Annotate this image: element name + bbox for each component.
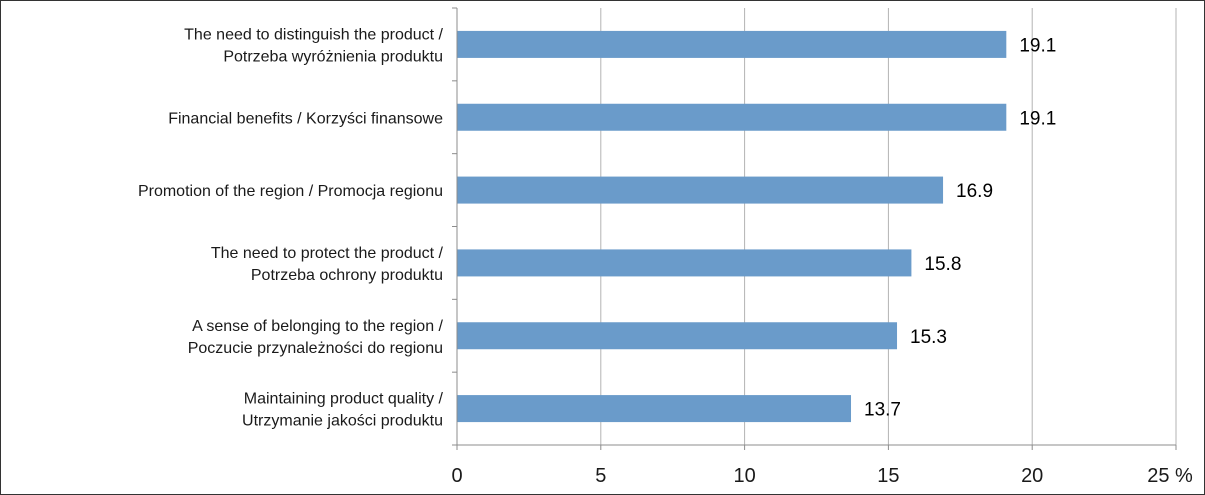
category-label: The need to protect the product / Potrzeb… [211,245,444,284]
category-label-line: Potrzeba wyróżnienia produktu [223,48,443,65]
gridlines [600,8,1177,445]
data-label: 19.1 [1019,108,1056,129]
data-label: 15.8 [924,254,961,275]
data-label: 15.3 [910,327,947,348]
category-label-line: Promotion of the region / Promocja regio… [138,183,443,200]
category-label: The need to distinguish the product / Pot… [184,26,443,65]
bar [457,103,1007,131]
x-tick-label: 10 [733,465,755,487]
category-label: A sense of belonging to the region / Pocz… [188,318,444,357]
axes [452,7,1177,450]
category-label-line: The need to protect the product / [211,245,444,262]
category-label: Maintaining product quality / Utrzymanie … [242,391,444,430]
data-label: 19.1 [1019,35,1056,56]
x-tick-label: 25 % [1147,465,1193,487]
data-label: 16.9 [956,181,993,202]
bar [457,249,912,277]
category-labels: The need to distinguish the product / Pot… [138,26,444,429]
category-label-line: Utrzymanie jakości produktu [242,413,443,430]
x-tick-label: 15 [877,465,899,487]
category-label-line: Maintaining product quality / [244,391,444,408]
bar [457,322,898,350]
category-label-line: Poczucie przynależności do regionu [188,340,443,357]
category-label-line: A sense of belonging to the region / [192,318,443,335]
x-tick-label: 0 [451,465,462,487]
bars [457,30,1007,423]
category-label: Financial benefits / Korzyści finansowe [168,110,443,127]
category-label-line: Potrzeba ochrony produktu [251,267,443,284]
x-tick-label: 5 [595,465,606,487]
category-label-line: Financial benefits / Korzyści finansowe [168,110,443,127]
bar [457,176,944,204]
value-labels: 19.1 19.1 16.9 15.8 15.3 13.7 [864,35,1056,420]
data-label: 13.7 [864,400,901,421]
bar [457,395,852,423]
category-label: Promotion of the region / Promocja regio… [138,183,443,200]
bar [457,30,1007,58]
x-tick-label: 20 [1021,465,1043,487]
category-label-line: The need to distinguish the product / [184,26,443,43]
x-tick-labels: 0 5 10 15 20 25 % [451,465,1193,487]
